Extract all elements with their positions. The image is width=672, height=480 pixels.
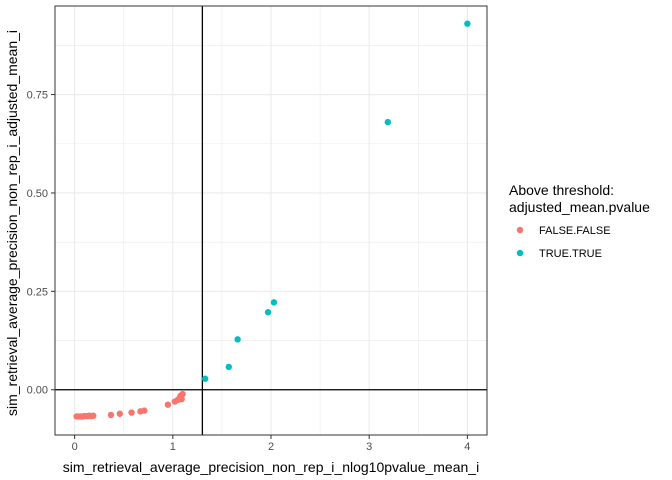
legend-key-dot (516, 249, 524, 257)
data-points (73, 20, 471, 420)
data-point-false-false (116, 410, 124, 417)
data-point-false-false (128, 409, 135, 416)
data-point-true-true (225, 363, 232, 371)
data-point-true-true (384, 118, 392, 126)
x-axis-ticks: 0 1 2 3 4 (72, 435, 470, 453)
y-tick-label: 0.50 (27, 188, 48, 200)
legend-key-dot (516, 226, 524, 234)
y-tick-label: 0.75 (27, 90, 48, 102)
data-point-false-false (107, 411, 115, 419)
legend-key-label: TRUE.TRUE (539, 248, 602, 260)
reference-lines (55, 6, 487, 435)
legend-key-label: FALSE.FALSE (539, 225, 611, 237)
x-tick-label: 3 (366, 441, 372, 453)
x-tick-label: 2 (268, 441, 274, 453)
data-point-true-true (464, 20, 471, 27)
legend: Above threshold: adjusted_mean.pvalue FA… (509, 182, 650, 260)
data-point-true-true (264, 309, 272, 316)
data-point-false-false (179, 390, 186, 398)
y-tick-label: 0.00 (27, 385, 48, 397)
x-tick-label: 0 (72, 441, 78, 453)
data-point-false-false (178, 395, 185, 403)
legend-title-line-1: Above threshold: (509, 182, 614, 198)
legend-keys: FALSE.FALSE TRUE.TRUE (516, 225, 611, 260)
x-tick-label: 4 (464, 441, 470, 453)
data-point-false-false (164, 401, 172, 408)
y-tick-label: 0.25 (27, 286, 48, 298)
data-point-true-true (202, 375, 209, 382)
x-axis-title: sim_retrieval_average_precision_non_rep_… (63, 459, 479, 475)
y-axis-title: sim_retrieval_average_precision_non_rep_… (4, 30, 20, 416)
data-point-true-true (234, 336, 241, 343)
data-point-false-false (141, 407, 148, 414)
x-tick-label: 1 (170, 441, 176, 453)
y-axis-ticks: 0.00 0.25 0.50 0.75 (27, 90, 55, 397)
data-point-true-true (270, 299, 278, 306)
legend-title-line-2: adjusted_mean.pvalue (509, 199, 650, 215)
data-point-false-false (90, 412, 97, 419)
